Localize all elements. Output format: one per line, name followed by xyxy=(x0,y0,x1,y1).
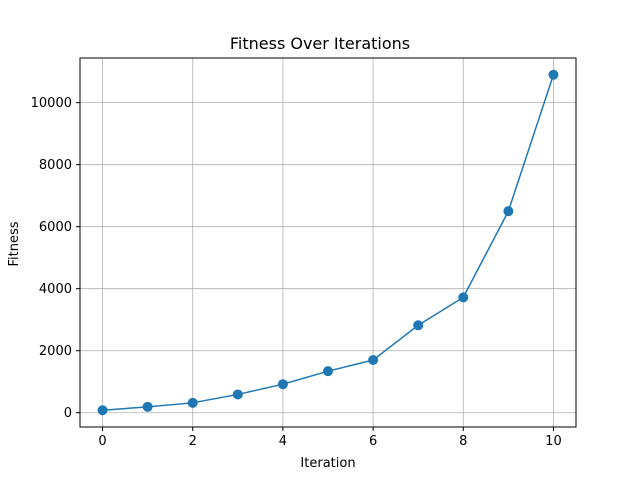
y-tick-label: 10000 xyxy=(31,96,72,111)
x-tick-label: 2 xyxy=(189,434,197,449)
x-tick-label: 4 xyxy=(279,434,287,449)
x-tick-label: 8 xyxy=(459,434,467,449)
axis-ticks: 0 2 4 6 8 10 0 2000 4000 6000 8000 10000 xyxy=(31,96,562,449)
data-point xyxy=(458,292,469,303)
grid xyxy=(80,58,576,427)
y-tick-label: 8000 xyxy=(39,158,72,173)
x-tick-label: 6 xyxy=(369,434,377,449)
data-point xyxy=(97,405,108,416)
data-point xyxy=(277,379,288,390)
data-point xyxy=(413,320,424,331)
series-layer xyxy=(97,69,559,416)
data-point xyxy=(548,69,559,80)
data-point xyxy=(368,355,379,366)
data-point xyxy=(232,389,243,400)
x-tick-label: 10 xyxy=(545,434,562,449)
data-point xyxy=(187,397,198,408)
data-point xyxy=(323,366,333,377)
y-tick-label: 2000 xyxy=(39,344,72,359)
plot-area-frame xyxy=(79,57,577,428)
y-tick-label: 6000 xyxy=(39,220,72,235)
x-axis-label: Iteration xyxy=(300,456,355,471)
data-point xyxy=(142,401,153,412)
y-tick-label: 0 xyxy=(64,406,72,421)
chart-title: Fitness Over Iterations xyxy=(230,34,410,53)
x-tick-label: 0 xyxy=(98,434,106,449)
y-axis-label: Fitness xyxy=(7,221,22,266)
data-point xyxy=(503,206,514,217)
y-tick-label: 4000 xyxy=(39,282,72,297)
